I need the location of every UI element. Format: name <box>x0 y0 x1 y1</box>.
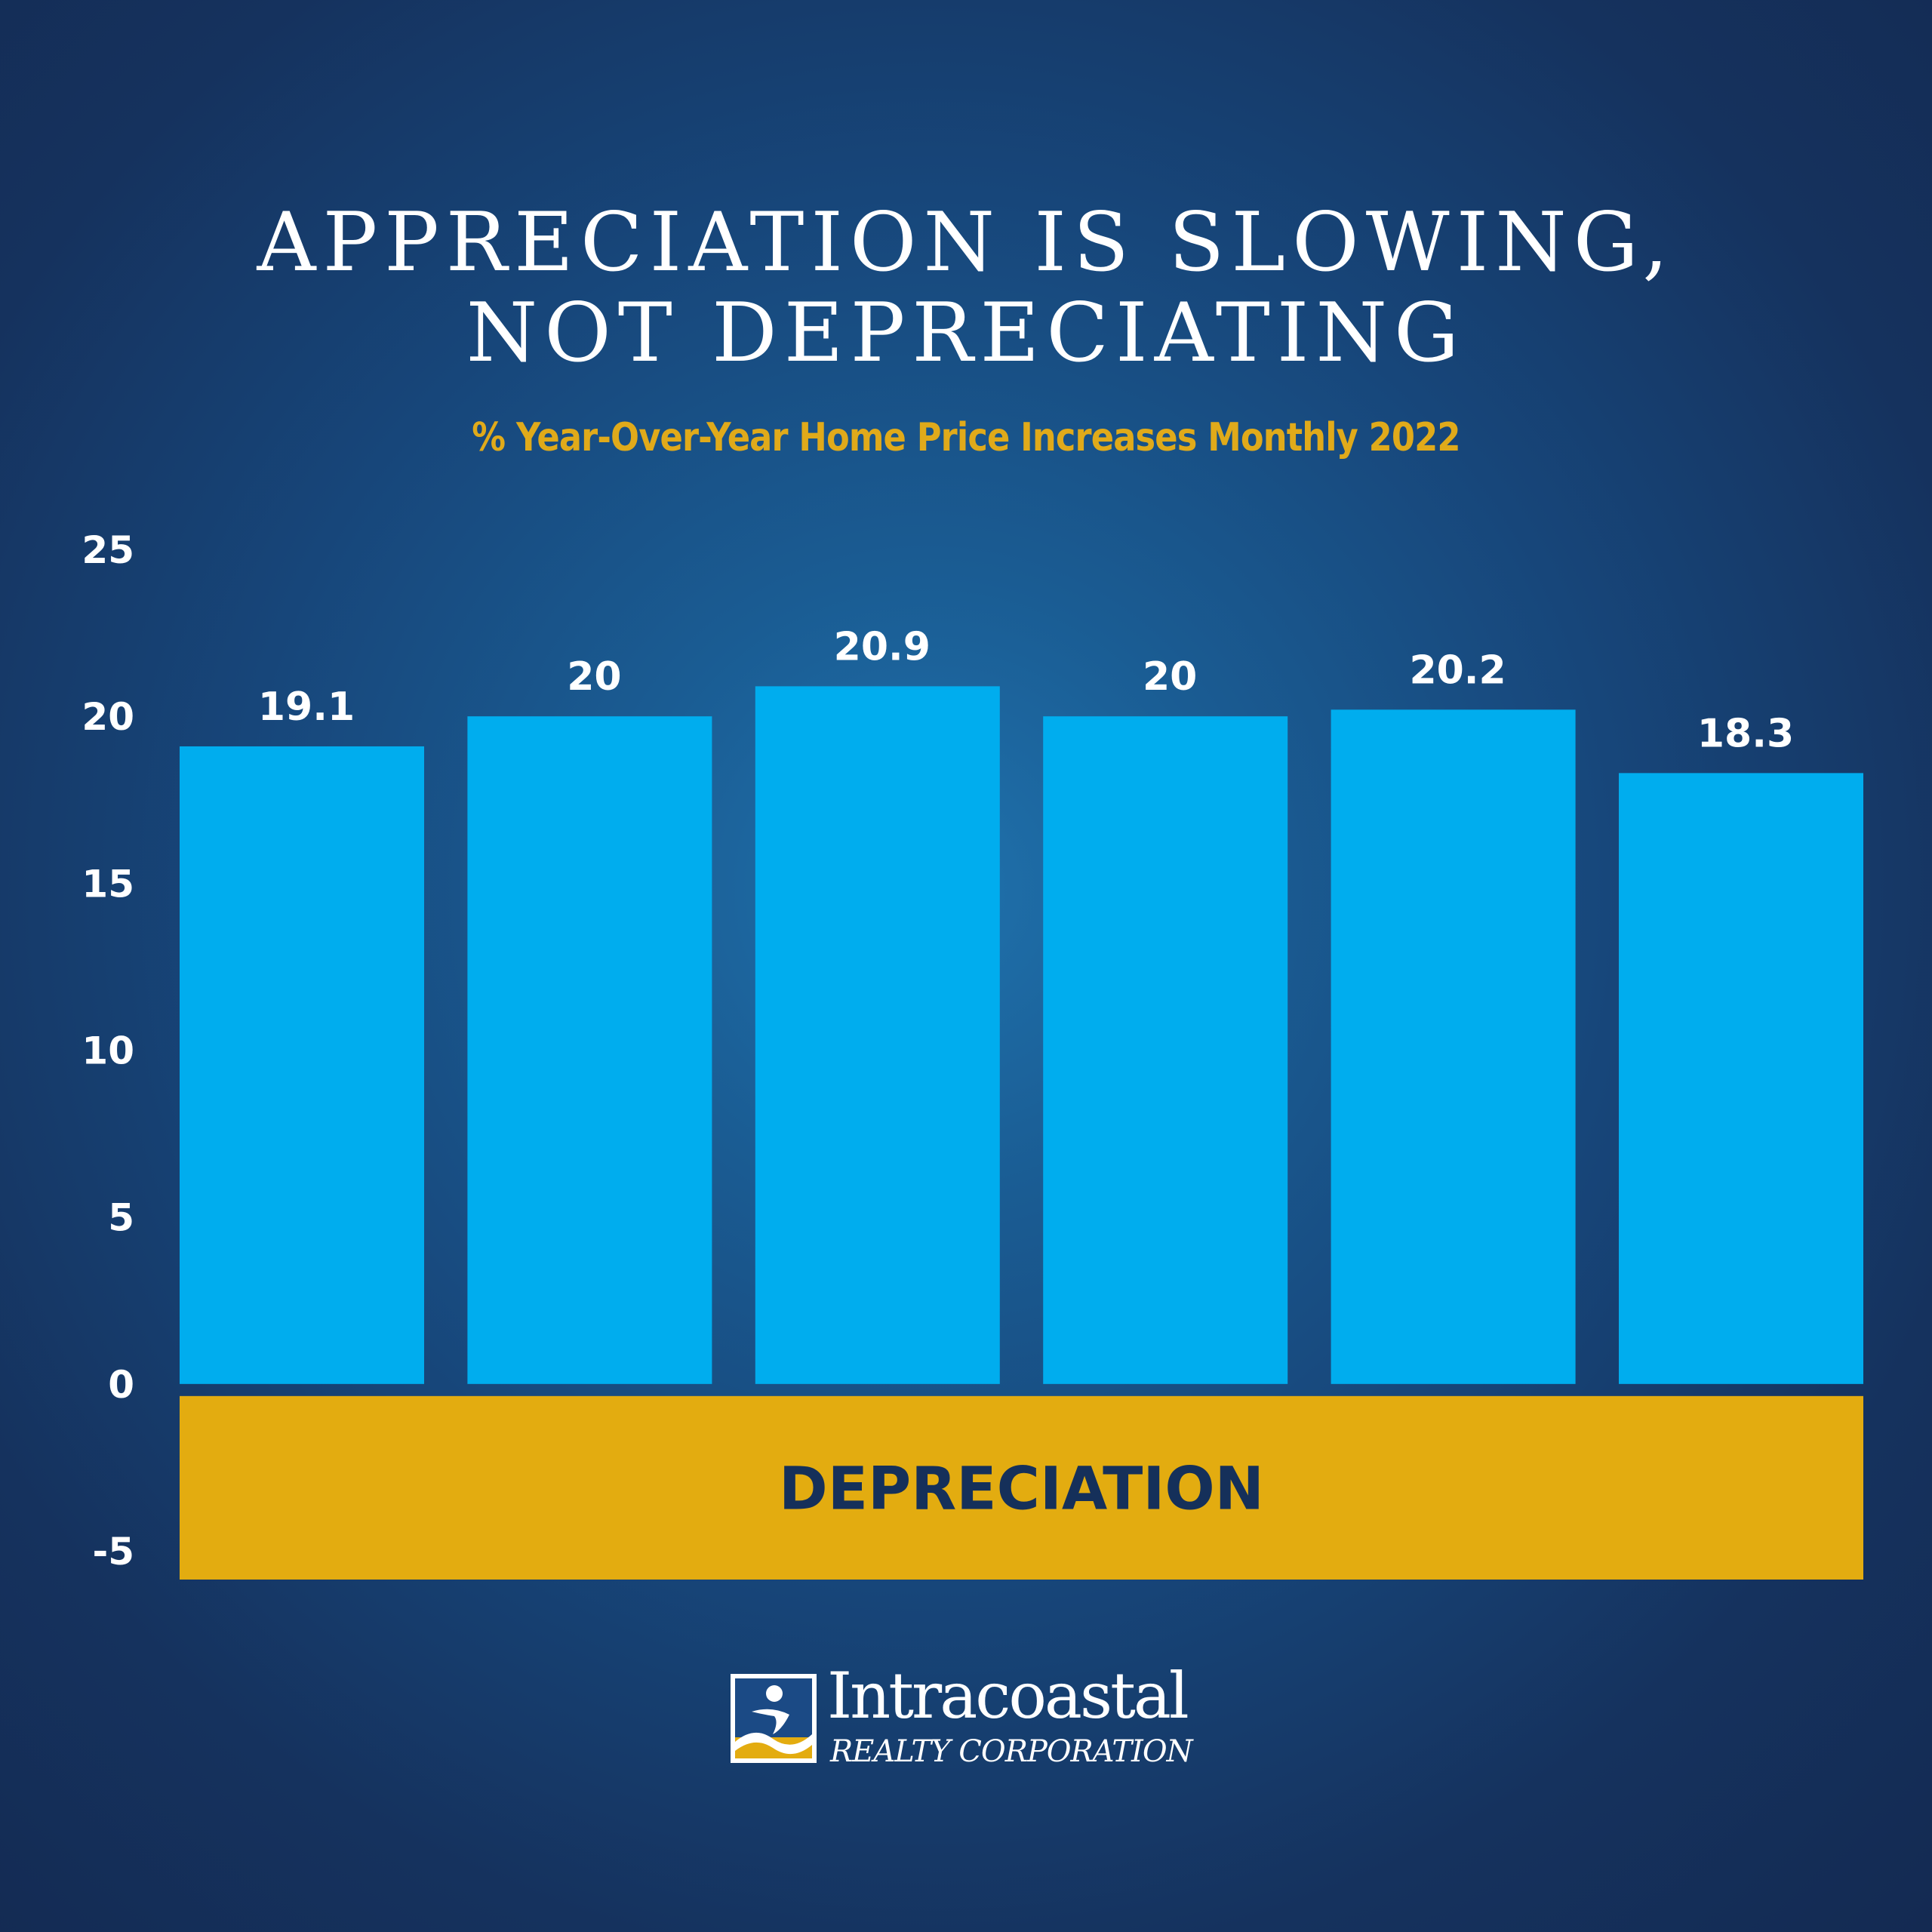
bar <box>180 746 424 1384</box>
y-tick-label: 5 <box>108 1196 134 1240</box>
bar-value-label: 18.3 <box>1697 711 1794 756</box>
company-logo: Intracoastal REALTY CORPORATION <box>729 1659 1212 1769</box>
chart-title: APPRECIATION IS SLOWING, NOT DEPRECIATIN… <box>0 198 1932 379</box>
y-axis: 25 20 15 10 5 0 -5 <box>82 528 134 1574</box>
y-tick-label: 0 <box>108 1363 134 1407</box>
bar <box>1043 716 1288 1384</box>
logo-mark-icon <box>731 1674 817 1763</box>
y-tick-label: 20 <box>82 695 134 739</box>
chart-subtitle: % Year-Over-Year Home Price Increases Mo… <box>472 415 1460 460</box>
value-labels: 19.1 20 20.9 20 20.2 18.3 <box>258 624 1794 756</box>
depreciation-label: DEPRECIATION <box>779 1455 1264 1523</box>
bars <box>180 686 1863 1384</box>
y-tick-label: 15 <box>82 862 134 906</box>
y-tick-label: 25 <box>82 528 134 572</box>
bar <box>1619 773 1863 1384</box>
bar-value-label: 20.9 <box>834 624 931 669</box>
logo-subtitle: REALTY CORPORATION <box>830 1734 1193 1769</box>
chart-title-line-2: NOT DEPRECIATING <box>466 286 1466 380</box>
depreciation-zone: DEPRECIATION <box>180 1395 1863 1580</box>
chart-title-line-1: APPRECIATION IS SLOWING, <box>257 195 1675 290</box>
bar <box>467 716 712 1384</box>
bar <box>755 686 1000 1384</box>
bar-value-label: 20 <box>1143 654 1197 700</box>
bar-value-label: 19.1 <box>258 685 355 730</box>
y-tick-label: -5 <box>92 1530 134 1574</box>
bar-value-label: 20.2 <box>1409 648 1506 693</box>
depreciation-band <box>180 1395 1863 1580</box>
bar-value-label: 20 <box>567 654 621 700</box>
logo-name: Intracoastal <box>827 1659 1189 1733</box>
bar <box>1331 709 1576 1384</box>
y-tick-label: 10 <box>82 1029 134 1073</box>
